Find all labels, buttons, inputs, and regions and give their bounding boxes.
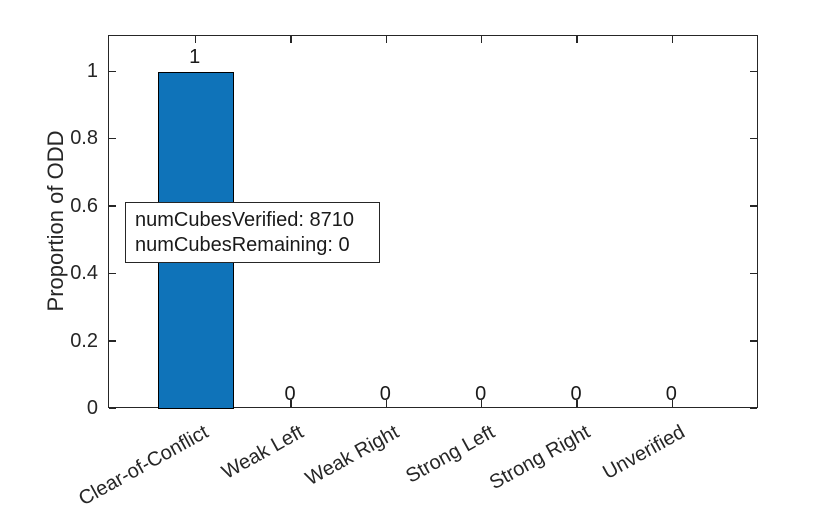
- y-tick-left: [109, 340, 116, 342]
- x-tick-top: [671, 36, 674, 43]
- bar-value-label: 0: [475, 383, 487, 405]
- y-tick-right: [750, 137, 757, 140]
- y-tick-label: 0.8: [70, 127, 98, 150]
- x-tick-bottom: [385, 400, 388, 407]
- x-category-label: Weak Right: [302, 421, 404, 491]
- x-tick-bottom: [576, 400, 578, 407]
- x-category-label: Unverified: [599, 421, 690, 484]
- y-axis-label: Proportion of ODD: [43, 130, 68, 312]
- y-tick-label: 0: [86, 397, 98, 419]
- y-tick-right: [750, 70, 757, 73]
- bar-value-label: 0: [665, 383, 677, 405]
- y-tick-right: [750, 205, 757, 207]
- bar-value-label: 0: [284, 383, 296, 405]
- y-tick-left: [109, 272, 116, 275]
- bar-value-label: 0: [379, 383, 391, 405]
- bar-value-label: 1: [189, 46, 201, 69]
- x-tick-top: [290, 36, 292, 43]
- x-category-label: Strong Right: [485, 421, 594, 495]
- annotation-line-remaining: numCubesRemaining: 0: [135, 234, 350, 256]
- x-category-label: Weak Left: [218, 421, 308, 484]
- y-tick-label: 0.6: [70, 194, 98, 217]
- y-tick-right: [750, 340, 757, 342]
- y-tick-label: 0.2: [70, 329, 98, 352]
- y-tick-right: [750, 407, 757, 409]
- y-tick-left: [109, 407, 116, 409]
- y-tick-left: [109, 70, 116, 73]
- y-tick-label: 0.4: [70, 262, 98, 285]
- y-tick-label: 1: [86, 60, 98, 83]
- y-tick-left: [109, 137, 116, 140]
- bar-value-label: 0: [570, 383, 582, 405]
- x-tick-top: [480, 36, 483, 43]
- x-tick-top: [576, 36, 578, 43]
- x-category-label: Clear-of-Conflict: [75, 421, 213, 506]
- x-tick-top: [385, 36, 388, 43]
- x-category-label: Strong Left: [402, 421, 499, 488]
- y-tick-right: [750, 272, 757, 275]
- annotation-box[interactable]: numCubesVerified: 8710 numCubesRemaining…: [125, 202, 380, 263]
- annotation-line-verified: numCubesVerified: 8710: [135, 209, 355, 231]
- x-tick-top: [194, 36, 197, 43]
- x-tick-bottom: [671, 400, 674, 407]
- y-tick-left: [109, 205, 116, 207]
- x-tick-bottom: [290, 400, 292, 407]
- x-tick-bottom: [480, 400, 483, 407]
